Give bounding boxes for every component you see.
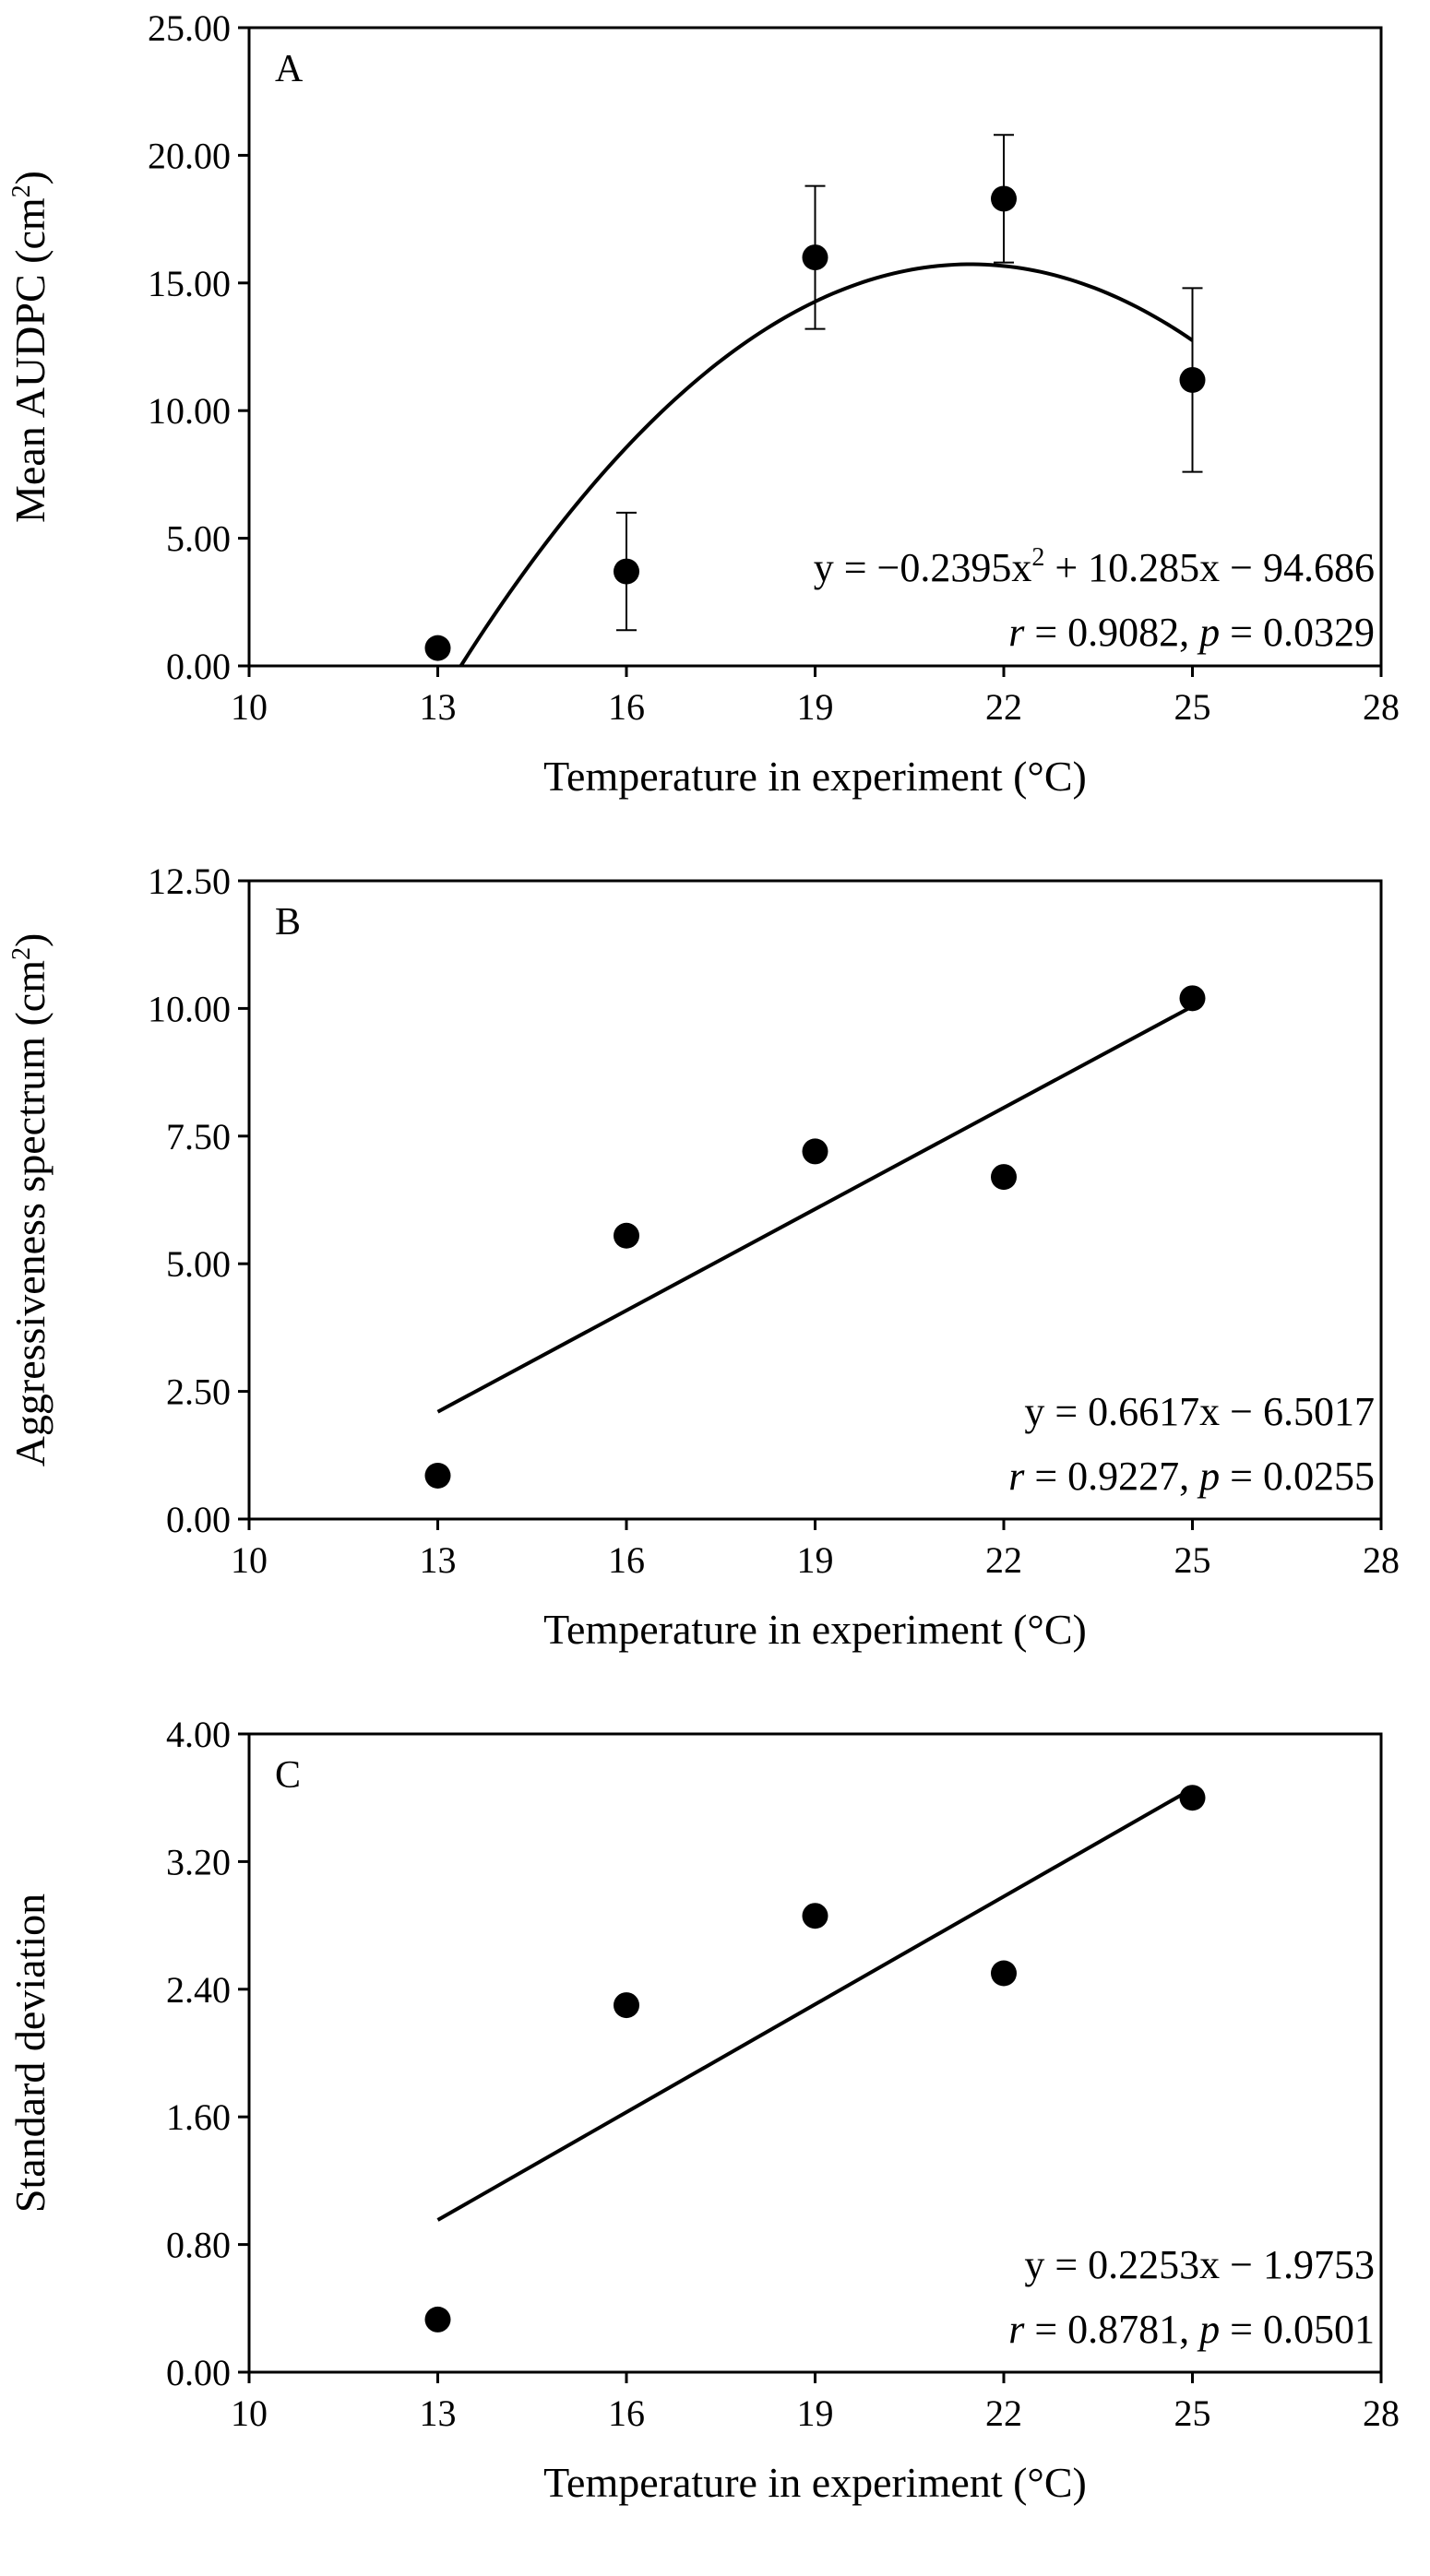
data-point [1179,985,1206,1012]
y-tick-label: 3.20 [166,1841,231,1882]
y-tick-label: 1.60 [166,2096,231,2138]
y-axis-title: Aggressiveness spectrum (cm2) [6,933,54,1467]
x-tick-label: 10 [231,1539,268,1581]
x-tick-label: 22 [985,2392,1022,2434]
regression-equation: y = 0.6617x − 6.5017 [1024,1389,1375,1434]
panel-letter: A [275,48,304,90]
trend-line [436,1004,1194,1414]
y-tick-label: 25.00 [148,7,231,49]
y-tick-label: 4.00 [166,1714,231,1755]
x-axis-title: Temperature in experiment (°C) [543,1606,1087,1653]
data-point [1179,1785,1206,1811]
y-tick-label: 5.00 [166,518,231,560]
x-tick-label: 19 [797,2392,834,2434]
y-tick-label: 0.00 [166,2352,231,2393]
y-tick-label: 10.00 [148,390,231,432]
data-point [614,558,639,585]
x-tick-label: 25 [1174,2392,1211,2434]
data-point [802,244,828,271]
data-point [1179,366,1206,393]
data-point [802,1138,828,1165]
data-point [424,2306,451,2333]
y-tick-label: 0.00 [166,1499,231,1540]
y-tick-label: 5.00 [166,1243,231,1285]
y-tick-label: 12.50 [148,861,231,902]
x-tick-label: 28 [1363,686,1400,728]
trend-line [436,1787,1194,2222]
regression-equation: y = −0.2395x2 + 10.285x − 94.686 [814,543,1375,590]
y-tick-label: 0.00 [166,646,231,687]
x-tick-label: 22 [985,1539,1022,1581]
data-point [424,1462,451,1489]
x-tick-label: 10 [231,2392,268,2434]
y-tick-label: 7.50 [166,1116,231,1157]
data-point [991,185,1017,212]
y-tick-label: 2.40 [166,1969,231,2011]
data-point [991,1960,1017,1987]
data-point [424,635,451,661]
x-tick-label: 22 [985,686,1022,728]
data-point [614,1222,639,1249]
x-tick-label: 13 [420,1539,457,1581]
regression-stats: r = 0.9082, p = 0.0329 [1008,610,1375,655]
y-tick-label: 0.80 [166,2225,231,2266]
x-tick-label: 13 [420,686,457,728]
y-axis-title: Standard deviation [6,1893,54,2213]
x-tick-label: 19 [797,686,834,728]
x-axis-title: Temperature in experiment (°C) [543,2459,1087,2506]
panel-letter: C [275,1754,301,1797]
panel-letter: B [275,901,301,944]
y-tick-label: 20.00 [148,135,231,176]
x-tick-label: 16 [608,1539,645,1581]
data-point [802,1903,828,1929]
x-axis-title: Temperature in experiment (°C) [543,753,1087,800]
trend-curve [459,262,1194,668]
x-tick-label: 16 [608,2392,645,2434]
y-axis-title: Mean AUDPC (cm2) [6,171,54,523]
x-tick-label: 28 [1363,1539,1400,1581]
panel-a: 10 13 16 19 22 25 28 0.00 5.00 10.00 15.00 20.00 25.… [6,7,1400,800]
x-tick-label: 28 [1363,2392,1400,2434]
x-tick-label: 25 [1174,1539,1211,1581]
data-point [991,1164,1017,1191]
x-tick-label: 13 [420,2392,457,2434]
regression-stats: r = 0.8781, p = 0.0501 [1008,2307,1375,2352]
panel-c: 10 13 16 19 22 25 28 0.00 0.80 1.60 2.40 3.20 4.00 Te… [6,1714,1400,2506]
x-tick-label: 25 [1174,686,1211,728]
y-tick-label: 10.00 [148,988,231,1029]
y-tick-label: 15.00 [148,263,231,304]
x-tick-label: 16 [608,686,645,728]
y-tick-label: 2.50 [166,1371,231,1413]
data-point [614,1992,639,2019]
regression-stats: r = 0.9227, p = 0.0255 [1008,1454,1375,1499]
regression-equation: y = 0.2253x − 1.9753 [1024,2242,1375,2287]
x-tick-label: 19 [797,1539,834,1581]
panel-b: 10 13 16 19 22 25 28 0.00 2.50 5.00 7.50 10.00 12.50… [6,861,1400,1653]
x-tick-label: 10 [231,686,268,728]
